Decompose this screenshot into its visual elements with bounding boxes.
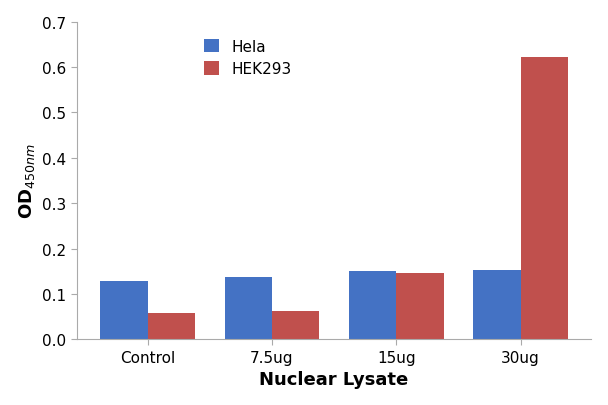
Bar	[100, 281, 148, 339]
Bar	[520, 58, 568, 339]
Bar	[474, 270, 520, 339]
X-axis label: Nuclear Lysate: Nuclear Lysate	[260, 371, 409, 388]
Legend: Hela, HEK293: Hela, HEK293	[198, 33, 298, 83]
Y-axis label: OD$_{450nm}$: OD$_{450nm}$	[16, 143, 36, 219]
Bar	[224, 277, 272, 339]
Bar	[148, 314, 195, 339]
Bar	[349, 272, 396, 339]
Bar	[272, 311, 319, 339]
Bar	[396, 273, 444, 339]
